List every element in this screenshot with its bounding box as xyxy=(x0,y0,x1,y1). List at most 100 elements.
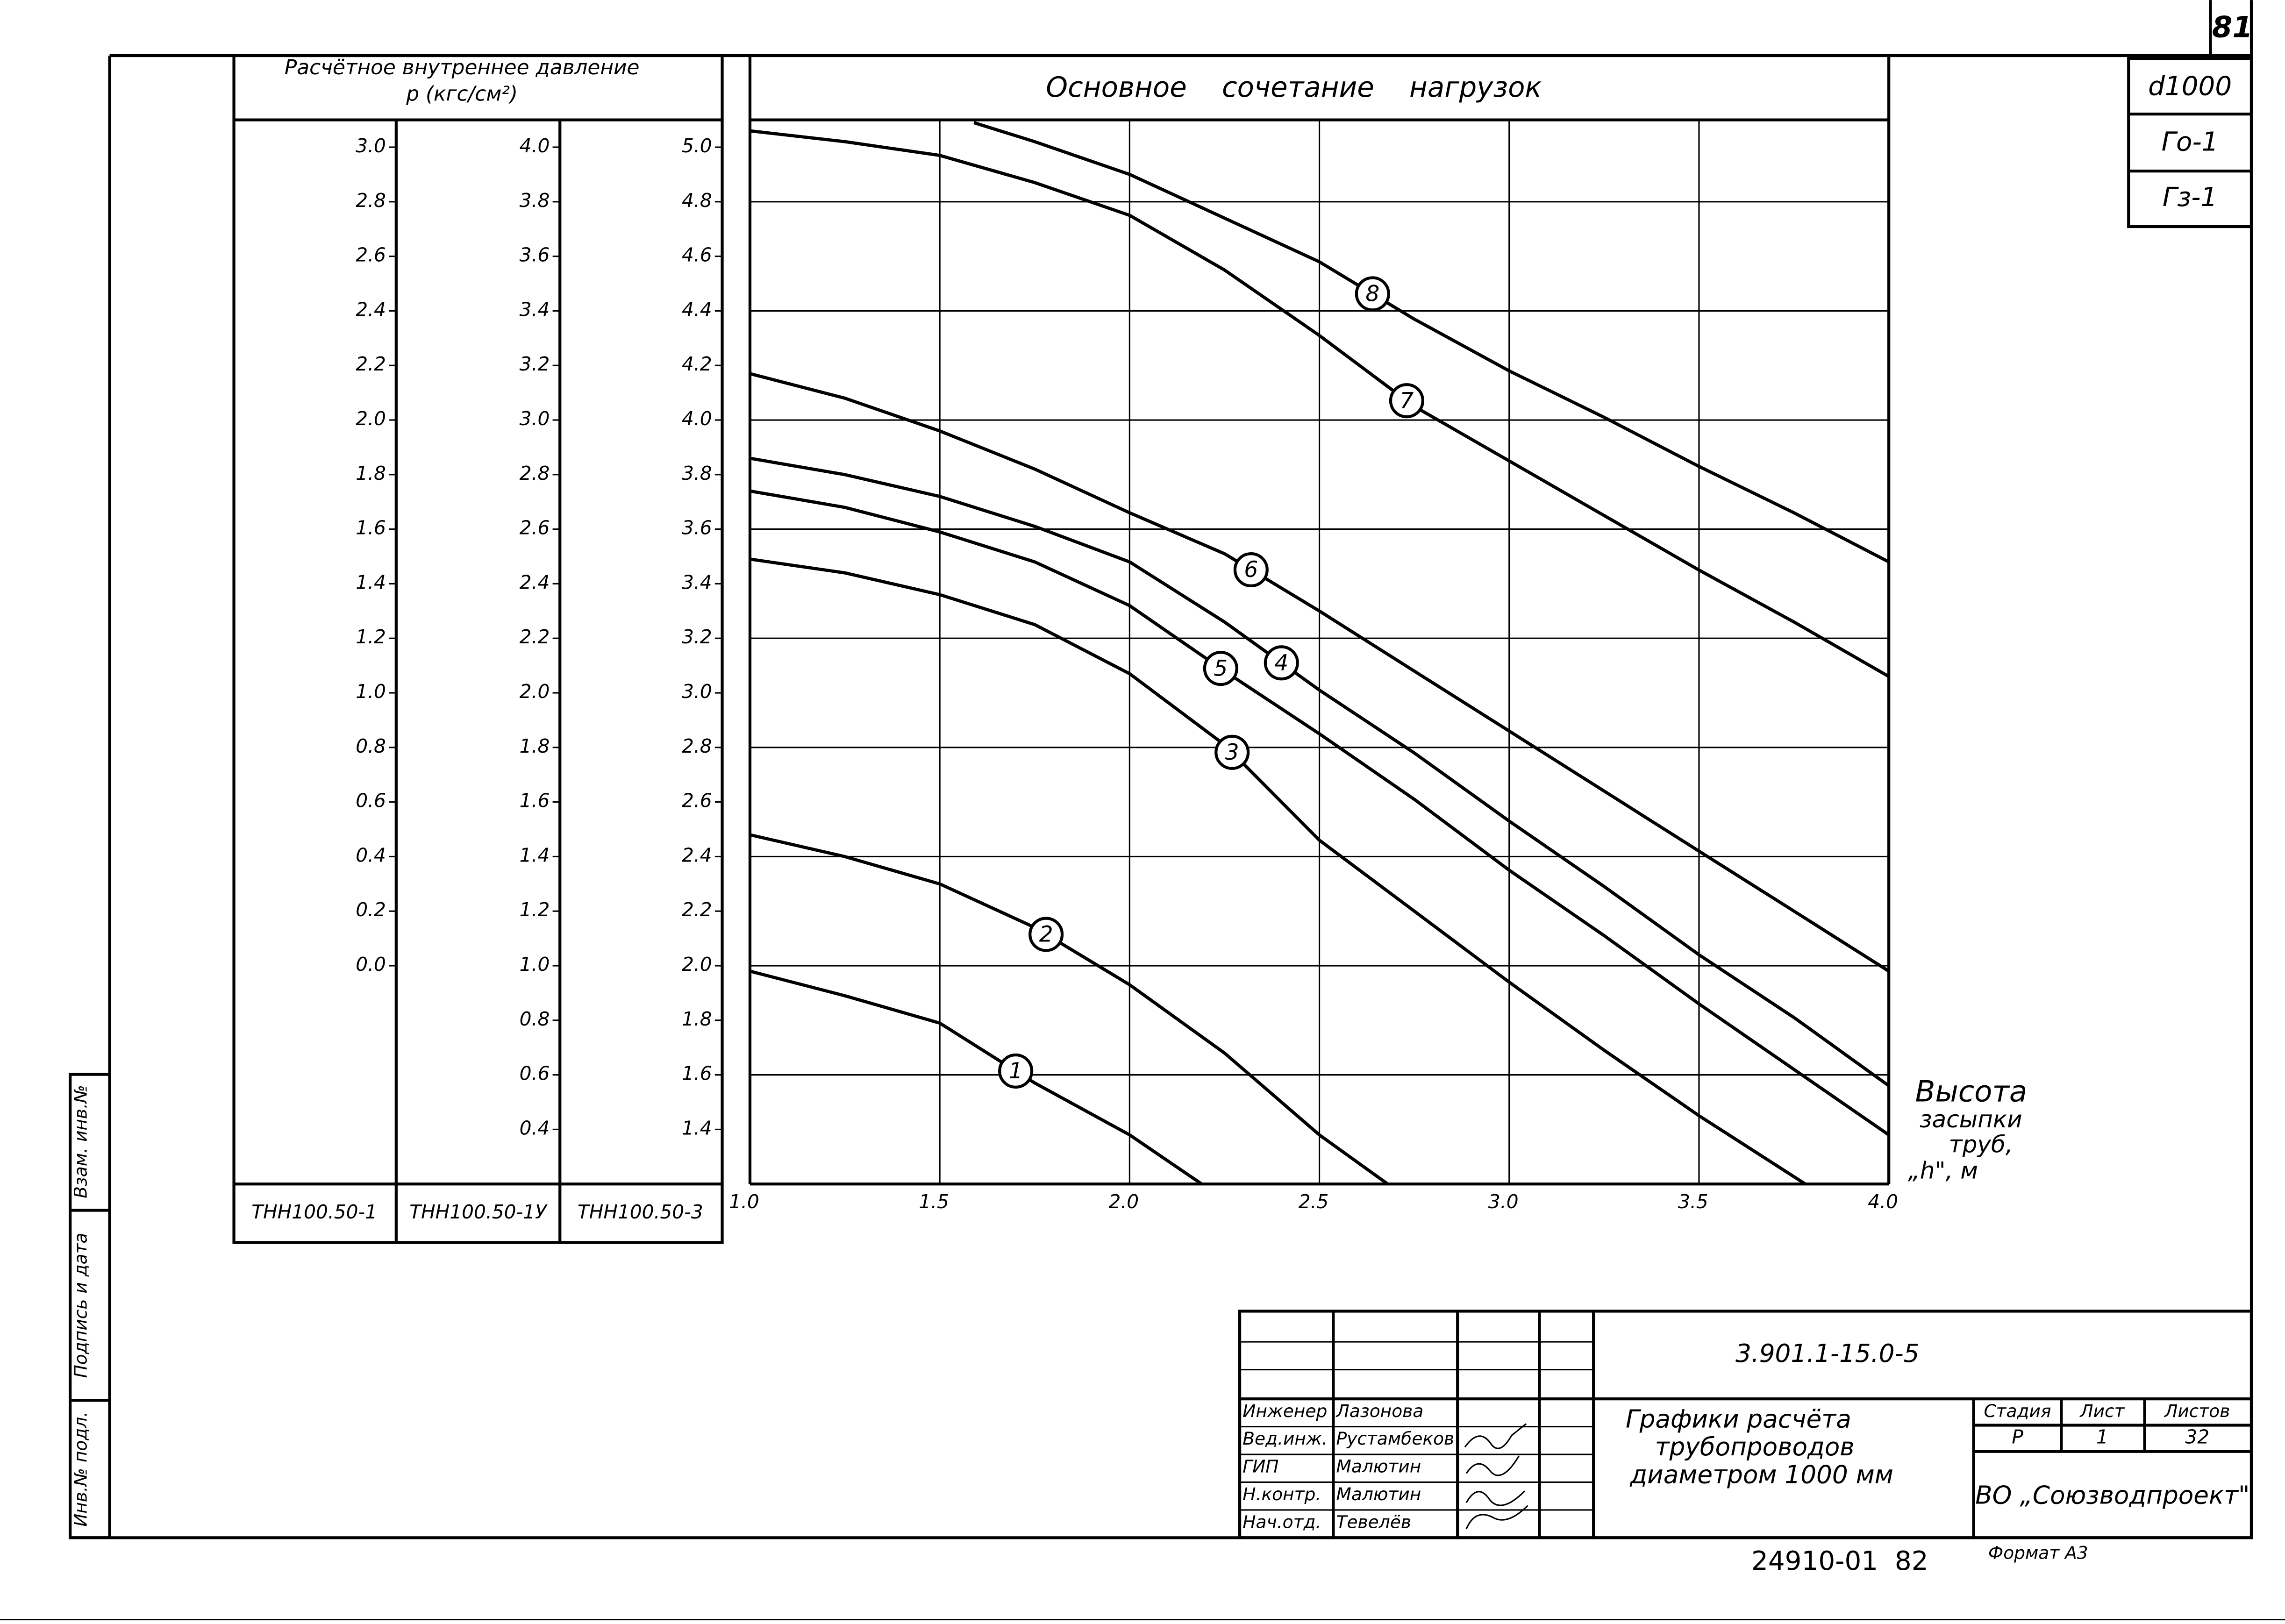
y-tick-label: 2.2 xyxy=(682,898,712,921)
y-tick-label: 2.4 xyxy=(520,571,550,593)
signature xyxy=(1465,1505,1528,1530)
staff-name: Рустамбеков xyxy=(1336,1428,1455,1449)
curve-label: 7 xyxy=(1400,388,1414,413)
y-tick-label: 1.6 xyxy=(682,1062,712,1085)
y-tick-label: 3.8 xyxy=(520,189,550,212)
x-axis-label: засыпки xyxy=(1920,1106,2022,1133)
drawing-title: трубопроводов xyxy=(1655,1432,1855,1461)
drawing-title: Графики расчёта xyxy=(1626,1405,1851,1434)
y-tick-label: 3.2 xyxy=(520,353,550,375)
stamp-label: Взам. инв.№ xyxy=(71,1085,91,1198)
curve-label: 1 xyxy=(1009,1058,1023,1084)
curve xyxy=(750,489,1890,1136)
signature xyxy=(1465,1490,1526,1506)
y-tick-label: 3.6 xyxy=(682,517,712,539)
y-tick-label: 2.2 xyxy=(520,626,550,648)
scale-name: ТНН100.50-1У xyxy=(409,1201,548,1223)
chart-title: Основное сочетание нагрузок xyxy=(1046,71,1542,104)
sheet-number: 81 xyxy=(2212,10,2253,44)
mark: Го-1 xyxy=(2162,127,2219,157)
y-tick-label: 5.0 xyxy=(682,135,712,157)
stamp-label: Инв.№ подл. xyxy=(71,1411,91,1527)
y-tick-label: 1.2 xyxy=(356,626,386,648)
y-tick-label: 1.8 xyxy=(356,462,386,484)
curve-label-circle xyxy=(1028,917,1064,952)
curve xyxy=(750,129,1890,678)
table-header: p (кгс/см²) xyxy=(406,82,518,106)
staff-name: Лазонова xyxy=(1335,1401,1424,1421)
scale-name: ТНН100.50-1 xyxy=(251,1201,377,1223)
archive-number: 24910-01 82 xyxy=(1751,1546,1928,1576)
curve-label: 3 xyxy=(1225,740,1239,765)
curve-label-circle xyxy=(1389,383,1424,419)
organization: ВО „Союзводпроект" xyxy=(1975,1481,2249,1510)
x-axis-label: „h", м xyxy=(1908,1157,1978,1184)
y-tick-label: 3.0 xyxy=(520,407,550,430)
staff-role: ГИП xyxy=(1242,1456,1278,1477)
staff-name: Тевелёв xyxy=(1336,1512,1411,1532)
curve-label-circle xyxy=(1214,734,1250,770)
curve-label-circle xyxy=(998,1053,1034,1089)
y-tick-label: 0.4 xyxy=(356,844,386,866)
y-tick-label: 2.2 xyxy=(356,353,386,375)
y-tick-label: 1.8 xyxy=(682,1008,712,1030)
y-tick-label: 2.0 xyxy=(682,953,712,976)
y-tick-label: 4.4 xyxy=(682,298,712,321)
x-tick-label: 4.0 xyxy=(1868,1190,1898,1213)
staff-role: Н.контр. xyxy=(1242,1484,1321,1504)
format: Формат А3 xyxy=(1988,1542,2088,1563)
y-tick-label: 4.8 xyxy=(682,189,712,212)
stamp-box xyxy=(69,1073,111,1539)
curve xyxy=(750,969,1203,1186)
y-tick-label: 2.6 xyxy=(356,244,386,266)
y-tick-label: 4.2 xyxy=(682,353,712,375)
curve-label: 8 xyxy=(1365,281,1379,307)
x-tick-label: 1.5 xyxy=(919,1190,949,1213)
x-tick-label: 2.5 xyxy=(1299,1190,1329,1213)
y-tick-label: 3.4 xyxy=(520,298,550,321)
curve-label-circle xyxy=(1355,276,1390,312)
x-tick-label: 3.5 xyxy=(1678,1190,1708,1213)
staff-name: Малютин xyxy=(1336,1456,1421,1477)
curve-label-circle xyxy=(1233,552,1269,588)
y-tick-label: 1.2 xyxy=(520,898,550,921)
y-tick-label: 2.8 xyxy=(356,189,386,212)
y-tick-label: 1.0 xyxy=(356,680,386,703)
y-tick-label: 2.0 xyxy=(356,407,386,430)
y-tick-label: 3.2 xyxy=(682,626,712,648)
y-tick-label: 0.8 xyxy=(356,735,386,757)
curve xyxy=(750,372,1890,973)
signature xyxy=(1465,1455,1520,1476)
y-tick-label: 2.6 xyxy=(682,790,712,812)
staff-role: Инженер xyxy=(1242,1401,1327,1421)
y-tick-label: 3.8 xyxy=(682,462,712,484)
curve xyxy=(750,456,1890,1087)
x-tick-label: 1.0 xyxy=(729,1190,759,1213)
stage-value: 1 xyxy=(2096,1426,2108,1448)
y-tick-label: 2.8 xyxy=(520,462,550,484)
y-tick-label: 1.6 xyxy=(520,790,550,812)
staff-role: Вед.инж. xyxy=(1242,1428,1327,1449)
x-axis-label: Высота xyxy=(1915,1074,2027,1108)
title-block xyxy=(1238,1310,2253,1539)
y-tick-label: 1.0 xyxy=(520,953,550,976)
mark: Гз-1 xyxy=(2163,182,2217,213)
marks-box xyxy=(2127,57,2253,228)
mark: d1000 xyxy=(2148,71,2232,101)
y-tick-label: 0.2 xyxy=(356,898,386,921)
curve xyxy=(750,557,1807,1186)
curve-label: 2 xyxy=(1039,922,1053,947)
y-tick-label: 1.6 xyxy=(356,517,386,539)
y-tick-label: 1.4 xyxy=(682,1117,712,1139)
y-tick-label: 1.4 xyxy=(520,844,550,866)
scale-table xyxy=(232,54,724,1244)
y-tick-label: 4.0 xyxy=(682,407,712,430)
staff-role: Нач.отд. xyxy=(1242,1512,1321,1532)
y-tick-label: 3.6 xyxy=(520,244,550,266)
table-header: Расчётное внутреннее давление xyxy=(285,56,640,79)
curve xyxy=(973,121,1890,563)
curve xyxy=(750,833,1389,1186)
x-axis-label: труб, xyxy=(1949,1131,2013,1158)
y-tick-label: 3.4 xyxy=(682,571,712,593)
